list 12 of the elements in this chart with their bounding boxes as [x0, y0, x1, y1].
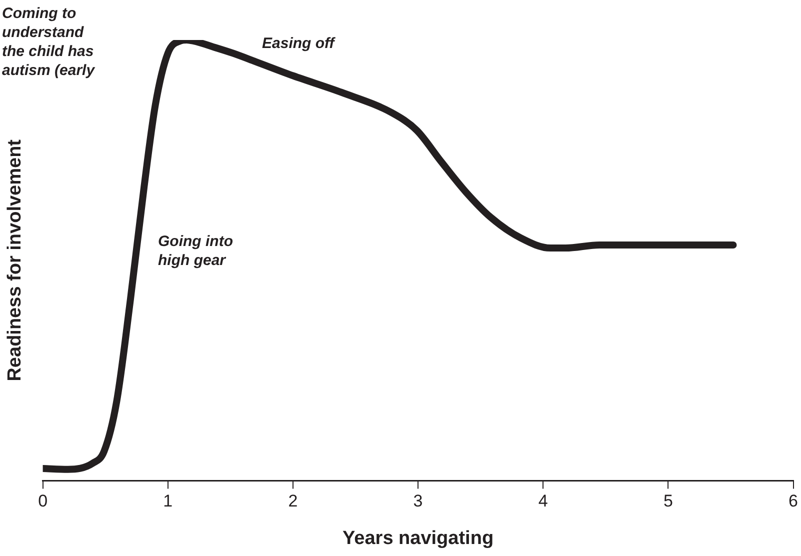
- x-tick-label: 5: [663, 492, 673, 511]
- x-tick-label: 6: [788, 492, 798, 511]
- annotation: Coming to understand the child has autism (early: [2, 4, 96, 80]
- x-tick-label: 1: [163, 492, 173, 511]
- x-tick-label: 2: [288, 492, 298, 511]
- x-axis-title: Years navigating: [342, 528, 494, 549]
- x-tick-label: 3: [413, 492, 423, 511]
- y-axis-title: Readiness for involvement: [4, 138, 26, 382]
- annotation: Easing off: [262, 34, 336, 53]
- x-tick-label: 0: [38, 492, 48, 511]
- x-tick-label: 4: [538, 492, 548, 511]
- annotation: Going into high gear: [158, 232, 234, 270]
